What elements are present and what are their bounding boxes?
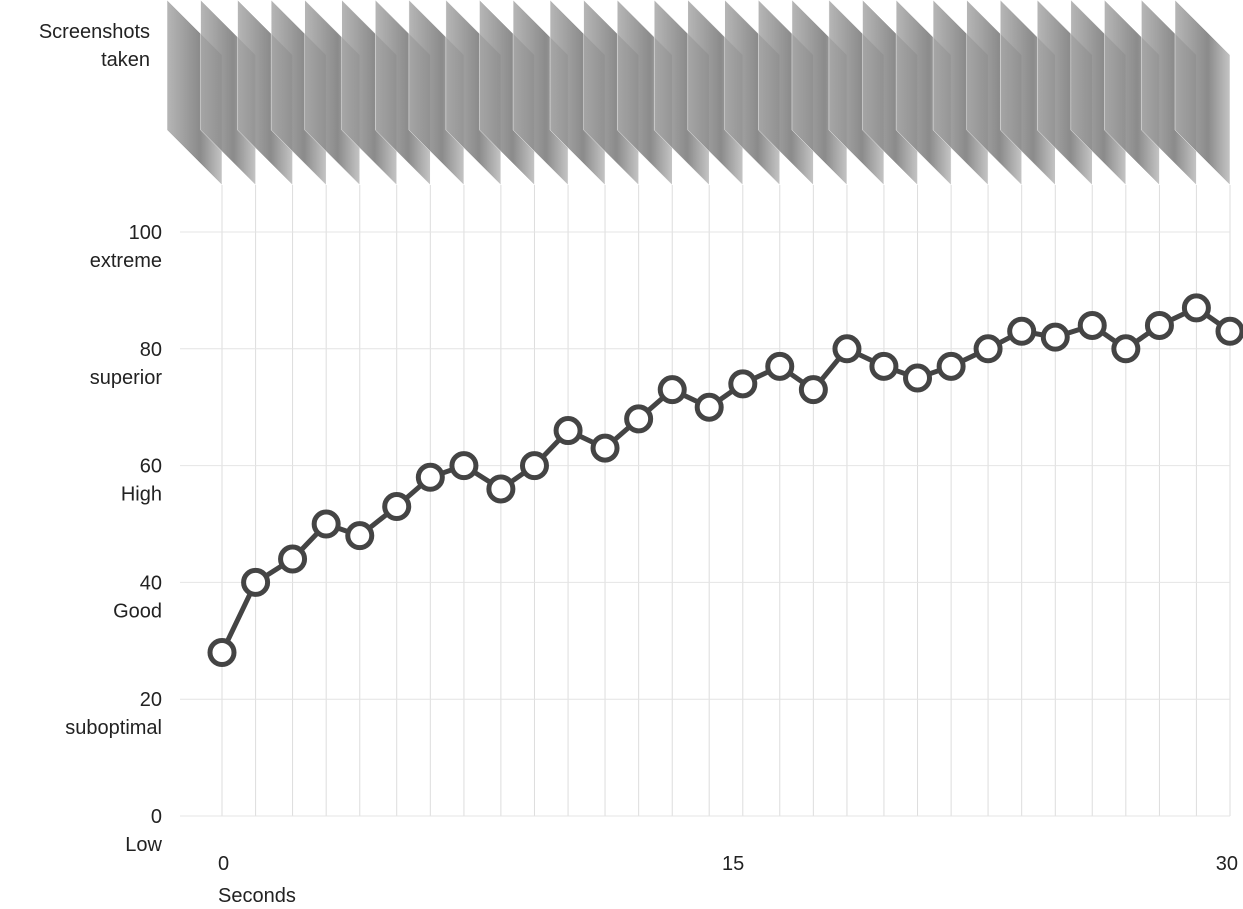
y-tick-label: 80 [140,339,162,361]
point [1147,313,1171,337]
point [489,477,513,501]
point [418,465,442,489]
point [452,454,476,478]
x-tick-label: 15 [722,853,744,875]
y-tick-label: 100 [129,222,162,244]
point [872,354,896,378]
point [660,378,684,402]
point [1184,296,1208,320]
x-tick-label: 30 [1216,853,1238,875]
y-level-label: extreme [90,250,162,272]
point [1080,313,1104,337]
point [1010,319,1034,343]
y-level-label: High [121,484,162,506]
point [244,570,268,594]
point [281,547,305,571]
y-tick-label: 40 [140,572,162,594]
page: {"chart_data": {"type": "line", "screens… [0,0,1243,909]
point [385,494,409,518]
point [348,524,372,548]
y-level-label: suboptimal [65,717,162,739]
point [314,512,338,536]
point [731,372,755,396]
point [556,419,580,443]
x-tick-label: 0 [218,853,229,875]
y-level-label: Low [125,834,162,856]
x-axis-label: Seconds [218,885,296,907]
point [906,366,930,390]
chart: 0 Low 20 suboptimal 40 Good 60 High 80 superior 10… [0,0,1243,909]
point [801,378,825,402]
point [1114,337,1138,361]
point [697,395,721,419]
point [1218,319,1242,343]
point [1043,325,1067,349]
y-tick-label: 0 [151,806,162,828]
point [768,354,792,378]
y-tick-label: 60 [140,456,162,478]
line [222,308,1230,653]
point [835,337,859,361]
point [593,436,617,460]
point [939,354,963,378]
point [627,407,651,431]
point [976,337,1000,361]
y-level-label: superior [90,367,163,389]
point [522,454,546,478]
point [210,640,234,664]
y-tick-label: 20 [140,689,162,711]
y-level-label: Good [113,600,162,622]
